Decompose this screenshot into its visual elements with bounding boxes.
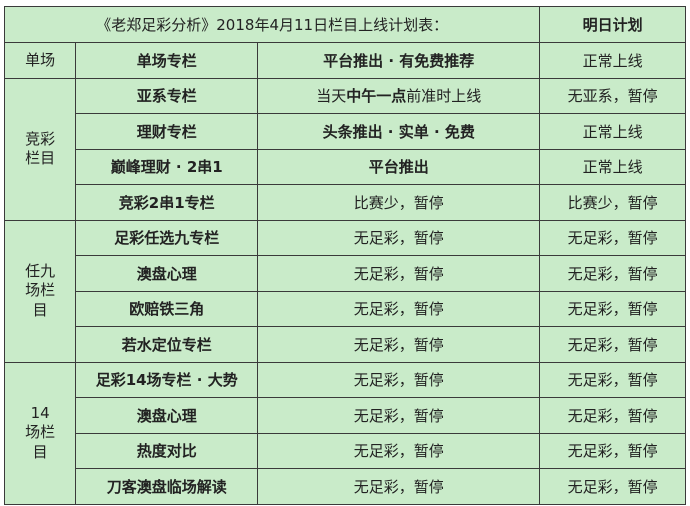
today-status: 无足彩，暂停 bbox=[257, 219, 541, 256]
column-name: 若水定位专栏 bbox=[75, 326, 259, 363]
tomorrow-plan: 无亚系，暂停 bbox=[539, 77, 686, 114]
column-name: 单场专栏 bbox=[75, 42, 259, 79]
table-row: 理财专栏 头条推出 · 实单 · 免费 正常上线 bbox=[5, 113, 686, 150]
tomorrow-plan: 无足彩，暂停 bbox=[539, 432, 686, 469]
tomorrow-plan: 无足彩，暂停 bbox=[539, 290, 686, 327]
column-name: 理财专栏 bbox=[75, 113, 259, 150]
column-name: 刀客澳盘临场解读 bbox=[75, 468, 259, 505]
group-label: 14场栏目 bbox=[3, 361, 77, 505]
table-row: 刀客澳盘临场解读 无足彩，暂停 无足彩，暂停 bbox=[5, 468, 686, 505]
tomorrow-plan: 无足彩，暂停 bbox=[539, 326, 686, 363]
today-status: 头条推出 · 实单 · 免费 bbox=[257, 113, 541, 150]
today-status: 平台推出 bbox=[257, 148, 541, 185]
today-status: 无足彩，暂停 bbox=[257, 361, 541, 398]
column-name: 亚系专栏 bbox=[75, 77, 259, 114]
column-name: 足彩14场专栏 · 大势 bbox=[75, 361, 259, 398]
group-label: 竞彩栏目 bbox=[3, 77, 77, 221]
today-status: 当天中午一点前准时上线 bbox=[257, 77, 541, 114]
column-name: 澳盘心理 bbox=[75, 397, 259, 434]
tomorrow-plan: 无足彩，暂停 bbox=[539, 255, 686, 292]
table-row: 欧赔铁三角 无足彩，暂停 无足彩，暂停 bbox=[5, 290, 686, 327]
column-name: 足彩任选九专栏 bbox=[75, 219, 259, 256]
column-name: 澳盘心理 bbox=[75, 255, 259, 292]
schedule-table: 《老郑足彩分析》2018年4月11日栏目上线计划表： 明日计划 单场 单场专栏 平台… bbox=[3, 6, 686, 505]
group-label: 任九场栏目 bbox=[3, 219, 77, 363]
table-row: 单场 单场专栏 平台推出 · 有免费推荐 正常上线 bbox=[3, 42, 686, 79]
today-status: 无足彩，暂停 bbox=[257, 326, 541, 363]
today-status: 无足彩，暂停 bbox=[257, 397, 541, 434]
column-name: 巅峰理财 · 2串1 bbox=[75, 148, 259, 185]
tomorrow-plan: 无足彩，暂停 bbox=[539, 468, 686, 505]
table-row: 14场栏目 足彩14场专栏 · 大势 无足彩，暂停 无足彩，暂停 bbox=[3, 361, 686, 505]
today-status: 无足彩，暂停 bbox=[257, 290, 541, 327]
table-row: 若水定位专栏 无足彩，暂停 无足彩，暂停 bbox=[5, 326, 686, 363]
table-row: 澳盘心理 无足彩，暂停 无足彩，暂停 bbox=[5, 397, 686, 434]
tomorrow-plan: 正常上线 bbox=[539, 113, 686, 150]
table-row: 热度对比 无足彩，暂停 无足彩，暂停 bbox=[5, 432, 686, 469]
tomorrow-plan: 正常上线 bbox=[539, 42, 686, 79]
table-row: 任九场栏目 足彩任选九专栏 无足彩，暂停 无足彩，暂停 bbox=[3, 219, 686, 363]
table-row: 竞彩栏目 亚系专栏 当天中午一点前准时上线 无亚系，暂停 bbox=[3, 77, 686, 221]
header-row: 《老郑足彩分析》2018年4月11日栏目上线计划表： 明日计划 bbox=[3, 6, 686, 43]
table-row: 澳盘心理 无足彩，暂停 无足彩，暂停 bbox=[5, 255, 686, 292]
table-row: 巅峰理财 · 2串1 平台推出 正常上线 bbox=[5, 148, 686, 185]
today-status: 比赛少，暂停 bbox=[257, 184, 541, 221]
table-title: 《老郑足彩分析》2018年4月11日栏目上线计划表： bbox=[3, 6, 541, 43]
tomorrow-plan: 无足彩，暂停 bbox=[539, 361, 686, 398]
tomorrow-plan: 正常上线 bbox=[539, 148, 686, 185]
tomorrow-plan: 无足彩，暂停 bbox=[539, 397, 686, 434]
today-status: 无足彩，暂停 bbox=[257, 468, 541, 505]
group-label: 单场 bbox=[3, 42, 77, 79]
column-name: 热度对比 bbox=[75, 432, 259, 469]
column-name: 欧赔铁三角 bbox=[75, 290, 259, 327]
table-row: 竞彩2串1专栏 比赛少，暂停 比赛少，暂停 bbox=[5, 184, 686, 221]
tomorrow-plan: 无足彩，暂停 bbox=[539, 219, 686, 256]
column-name: 竞彩2串1专栏 bbox=[75, 184, 259, 221]
today-status: 平台推出 · 有免费推荐 bbox=[257, 42, 541, 79]
today-status: 无足彩，暂停 bbox=[257, 432, 541, 469]
tomorrow-plan: 比赛少，暂停 bbox=[539, 184, 686, 221]
today-status: 无足彩，暂停 bbox=[257, 255, 541, 292]
tomorrow-header: 明日计划 bbox=[539, 6, 686, 43]
